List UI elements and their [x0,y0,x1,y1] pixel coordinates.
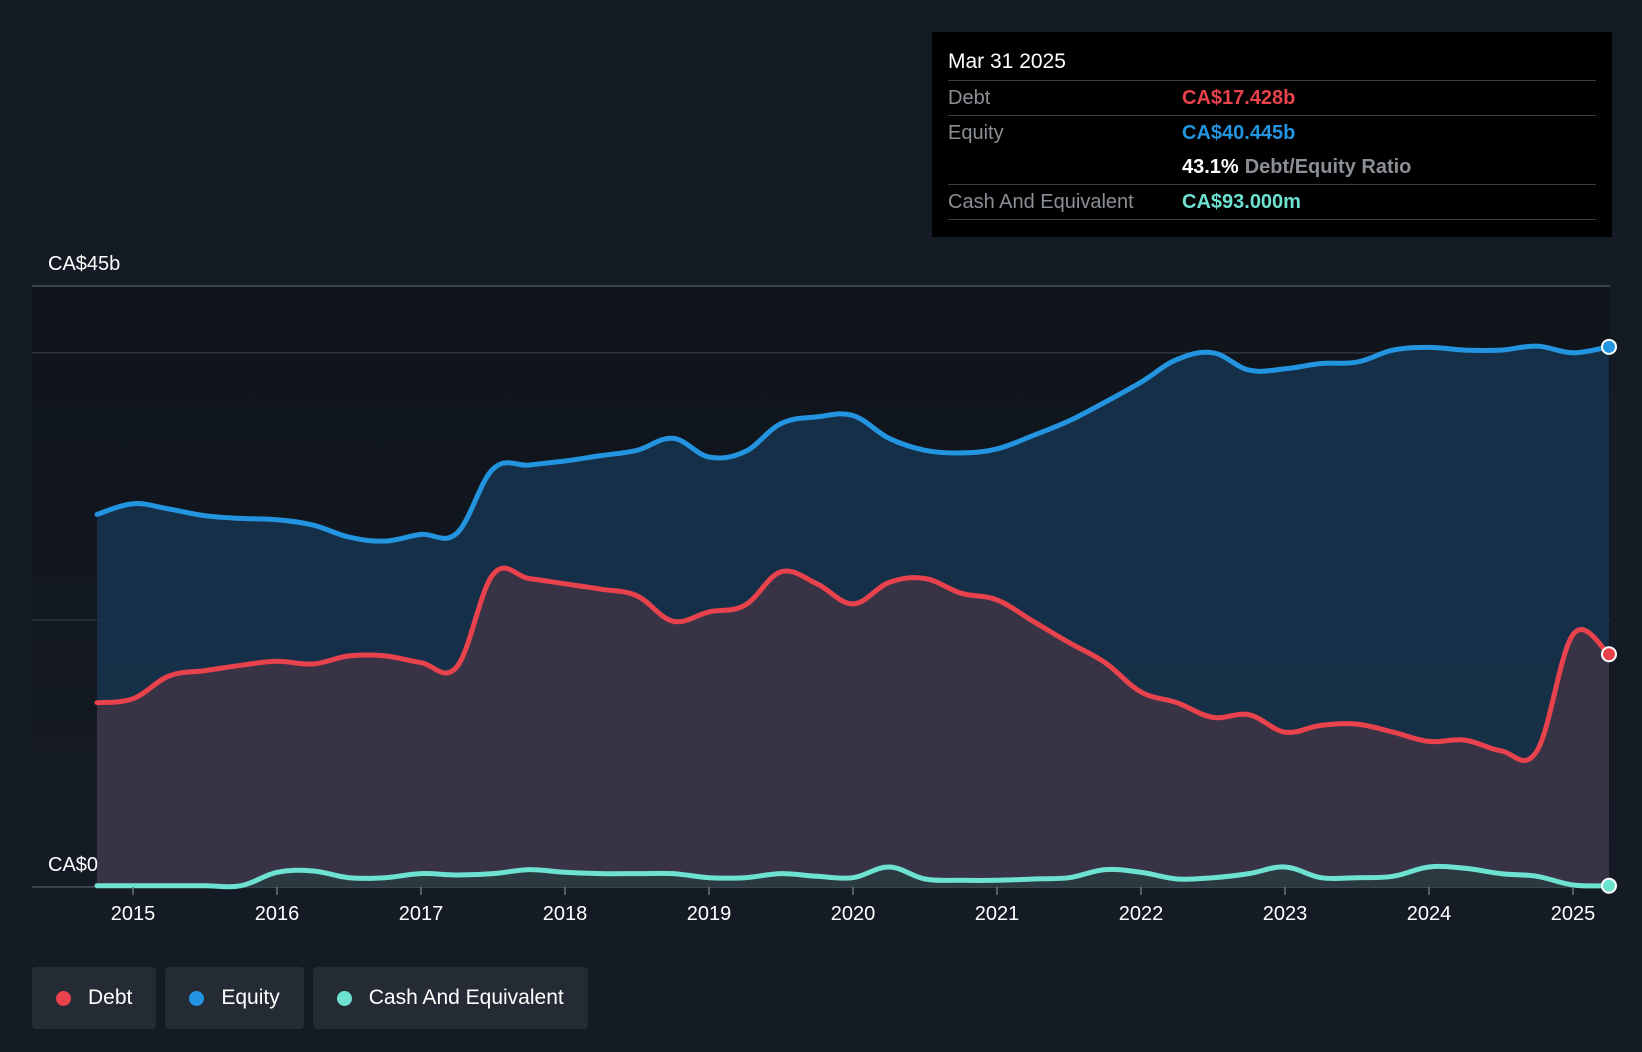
cash-dot-icon [336,990,352,1006]
tooltip-equity-value: CA$40.445b [1182,121,1296,144]
x-tick-label: 2024 [1407,903,1452,925]
equity-dot-icon [189,990,205,1006]
endpoint-cash-and-equivalent [1601,877,1617,894]
tooltip-debt-row: Debt CA$17.428b [948,81,1596,116]
area-cash-and-equivalent [97,866,1609,887]
chart-legend: Debt Equity Cash And Equivalent [32,967,588,1029]
x-tick-label: 2015 [111,903,156,925]
y-axis-label-bottom: CA$0 [48,854,98,876]
x-tick-label: 2017 [399,903,444,925]
endpoint-equity [1601,338,1617,355]
x-tick-label: 2016 [255,903,300,925]
x-tick-label: 2018 [543,903,588,925]
area-debt [97,568,1609,887]
tooltip-ratio-value: 43.1% [1182,155,1239,178]
tooltip-equity-row: Equity CA$40.445b [948,116,1596,150]
x-tick-label: 2022 [1119,903,1164,925]
legend-label-equity: Equity [221,986,280,1009]
tooltip-date: Mar 31 2025 [948,32,1596,81]
x-tick-label: 2020 [831,903,876,925]
x-tick-label: 2023 [1263,903,1308,925]
tooltip-equity-label: Equity [948,121,1004,144]
line-equity [94,343,1612,544]
line-debt [94,565,1612,763]
x-tick-label: 2019 [687,903,732,925]
debt-dot-icon [56,990,71,1006]
endpoint-debt [1601,646,1617,663]
legend-label-cash: Cash And Equivalent [368,986,564,1009]
legend-item-debt[interactable]: Debt [32,967,157,1029]
tooltip-debt-value: CA$17.428b [1182,86,1296,109]
legend-item-equity[interactable]: Equity [165,967,304,1029]
tooltip-cash-label: Cash And Equivalent [948,190,1134,213]
tooltip-debt-label: Debt [948,86,991,109]
x-tick-label: 2025 [1551,903,1596,925]
tooltip-ratio-row: 43.1% Debt/Equity Ratio [948,150,1596,185]
tooltip-ratio-label: Debt/Equity Ratio [1244,155,1412,178]
legend-item-cash[interactable]: Cash And Equivalent [312,967,588,1029]
y-axis-label-top: CA$45b [48,253,120,275]
x-tick-label: 2021 [975,903,1020,925]
line-cash-and-equivalent [94,863,1612,890]
tooltip-panel: Mar 31 2025 Debt CA$17.428b Equity CA$40… [932,32,1612,237]
legend-label-debt: Debt [88,986,133,1009]
tooltip-cash-row: Cash And Equivalent CA$93.000m [948,185,1596,220]
tooltip-cash-value: CA$93.000m [1182,190,1301,213]
